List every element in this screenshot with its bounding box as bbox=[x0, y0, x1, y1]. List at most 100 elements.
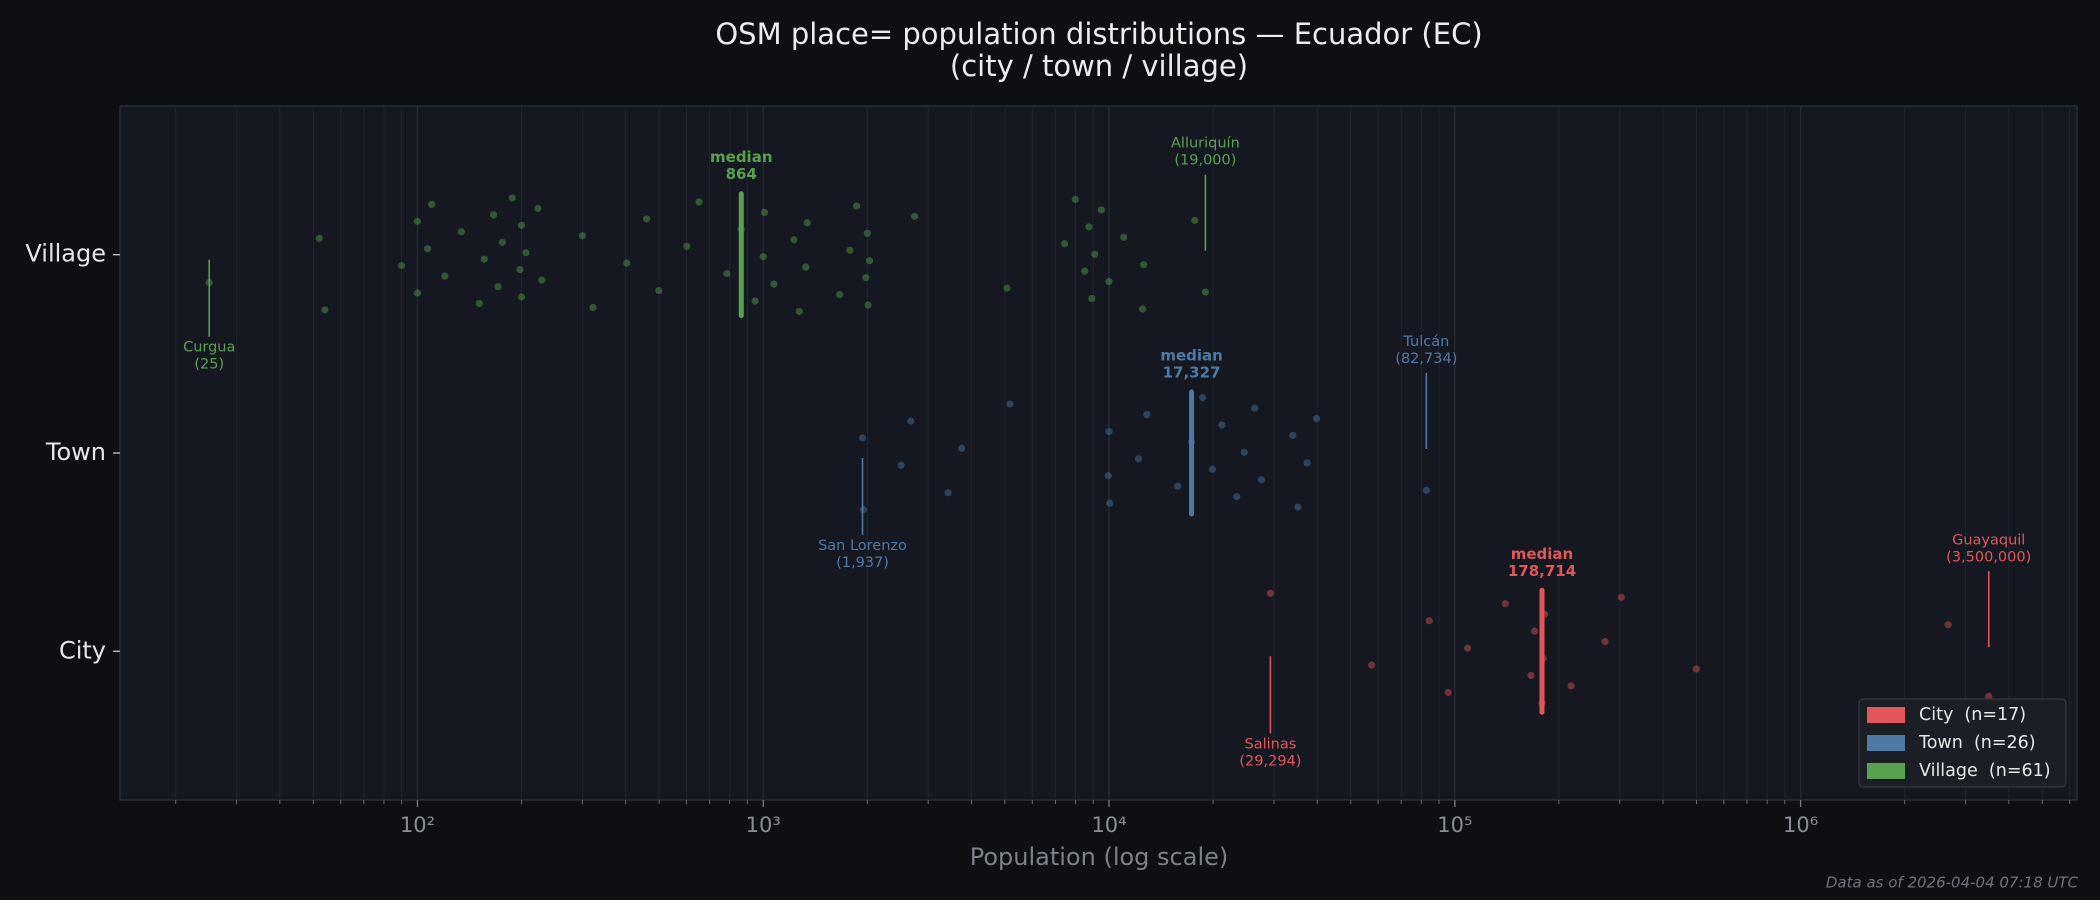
data-point bbox=[759, 253, 767, 261]
data-point bbox=[1081, 267, 1089, 275]
data-point bbox=[1105, 278, 1113, 286]
data-point bbox=[1692, 665, 1700, 673]
data-point bbox=[578, 232, 587, 240]
legend-label: City (n=17) bbox=[1919, 705, 2026, 725]
data-point bbox=[413, 289, 422, 297]
min-value: (1,937) bbox=[836, 555, 889, 571]
max-value: (82,734) bbox=[1395, 351, 1457, 367]
data-point bbox=[1174, 482, 1182, 490]
data-point bbox=[863, 229, 871, 237]
y-tick-label: Town bbox=[45, 438, 106, 466]
x-tick-label: 10³ bbox=[746, 813, 781, 837]
x-tick-label: 10⁶ bbox=[1783, 813, 1818, 837]
median-label: median bbox=[1160, 347, 1222, 365]
legend-swatch bbox=[1867, 735, 1905, 751]
max-value: (19,000) bbox=[1174, 153, 1236, 169]
data-point bbox=[795, 307, 803, 316]
legend-label: Village (n=61) bbox=[1919, 761, 2051, 781]
median-value: 17,327 bbox=[1163, 364, 1221, 382]
data-point bbox=[1985, 692, 1993, 700]
legend-swatch bbox=[1867, 763, 1905, 779]
data-point bbox=[1120, 233, 1128, 241]
data-point bbox=[1530, 627, 1539, 635]
data-point bbox=[852, 202, 861, 210]
data-point bbox=[1240, 448, 1248, 456]
data-point bbox=[1501, 600, 1509, 608]
max-value: (3,500,000) bbox=[1946, 549, 2031, 565]
data-point bbox=[1143, 410, 1151, 419]
data-point bbox=[790, 236, 798, 244]
data-point bbox=[1201, 288, 1209, 296]
data-point bbox=[1199, 394, 1207, 402]
data-point bbox=[1527, 671, 1535, 680]
data-point bbox=[760, 208, 769, 216]
legend-box bbox=[1858, 698, 2067, 788]
data-point bbox=[517, 221, 526, 229]
data-point bbox=[1085, 223, 1093, 231]
data-point bbox=[1071, 195, 1079, 204]
data-point bbox=[1134, 455, 1143, 463]
legend-swatch bbox=[1867, 707, 1905, 723]
data-point bbox=[516, 266, 524, 274]
data-point bbox=[858, 434, 867, 442]
data-point bbox=[1368, 661, 1376, 669]
data-point bbox=[723, 270, 731, 278]
data-point bbox=[1208, 465, 1216, 473]
data-point bbox=[958, 444, 966, 452]
legend-label: Town (n=26) bbox=[1918, 733, 2036, 753]
data-point bbox=[1444, 688, 1452, 696]
data-point bbox=[1425, 617, 1433, 625]
data-point bbox=[1003, 284, 1011, 292]
data-point bbox=[428, 200, 436, 208]
data-point bbox=[1257, 476, 1266, 484]
data-point bbox=[1251, 404, 1259, 412]
data-point bbox=[538, 276, 546, 284]
data-point bbox=[517, 293, 526, 301]
min-value: (29,294) bbox=[1239, 753, 1301, 769]
data-point bbox=[751, 297, 759, 305]
data-point bbox=[864, 301, 872, 309]
max-name: Tulcán bbox=[1402, 334, 1449, 350]
y-tick-label: Village bbox=[25, 240, 106, 268]
data-point bbox=[802, 263, 810, 271]
data-point bbox=[1138, 305, 1147, 313]
median-value: 178,714 bbox=[1508, 562, 1576, 580]
data-point bbox=[534, 204, 542, 212]
data-point bbox=[1944, 621, 1952, 629]
min-name: San Lorenzo bbox=[818, 538, 907, 554]
data-point bbox=[1106, 499, 1114, 507]
x-tick-label: 10² bbox=[400, 813, 435, 837]
data-point bbox=[862, 274, 870, 282]
x-tick-label: 10⁵ bbox=[1437, 813, 1472, 837]
data-point bbox=[1266, 589, 1275, 597]
data-point bbox=[498, 238, 506, 246]
data-point bbox=[475, 299, 483, 308]
data-point bbox=[907, 417, 915, 425]
data-point bbox=[441, 272, 449, 280]
max-name: Alluriquín bbox=[1171, 136, 1240, 152]
data-point bbox=[1617, 593, 1625, 601]
median-label: median bbox=[710, 148, 772, 166]
chart-title: OSM place= population distributions — Ec… bbox=[715, 17, 1482, 51]
data-point bbox=[1088, 294, 1096, 303]
data-point bbox=[770, 280, 778, 288]
median-label: median bbox=[1511, 545, 1573, 563]
min-value: (25) bbox=[194, 357, 224, 373]
data-point bbox=[944, 489, 952, 497]
data-point bbox=[315, 234, 323, 242]
data-point bbox=[1104, 472, 1112, 480]
data-point bbox=[695, 198, 703, 206]
data-point bbox=[1289, 431, 1297, 440]
footer: Data as of 2026-04-04 07:18 UTC bbox=[1826, 874, 2079, 892]
min-name: Salinas bbox=[1245, 736, 1297, 752]
data-point bbox=[803, 219, 811, 227]
data-point bbox=[508, 194, 516, 202]
x-axis-label: Population (log scale) bbox=[970, 843, 1229, 871]
data-point bbox=[398, 262, 406, 270]
data-point bbox=[413, 217, 422, 225]
data-point bbox=[1105, 427, 1113, 436]
data-point bbox=[1233, 493, 1241, 501]
data-point bbox=[655, 286, 663, 295]
data-point bbox=[683, 242, 691, 250]
